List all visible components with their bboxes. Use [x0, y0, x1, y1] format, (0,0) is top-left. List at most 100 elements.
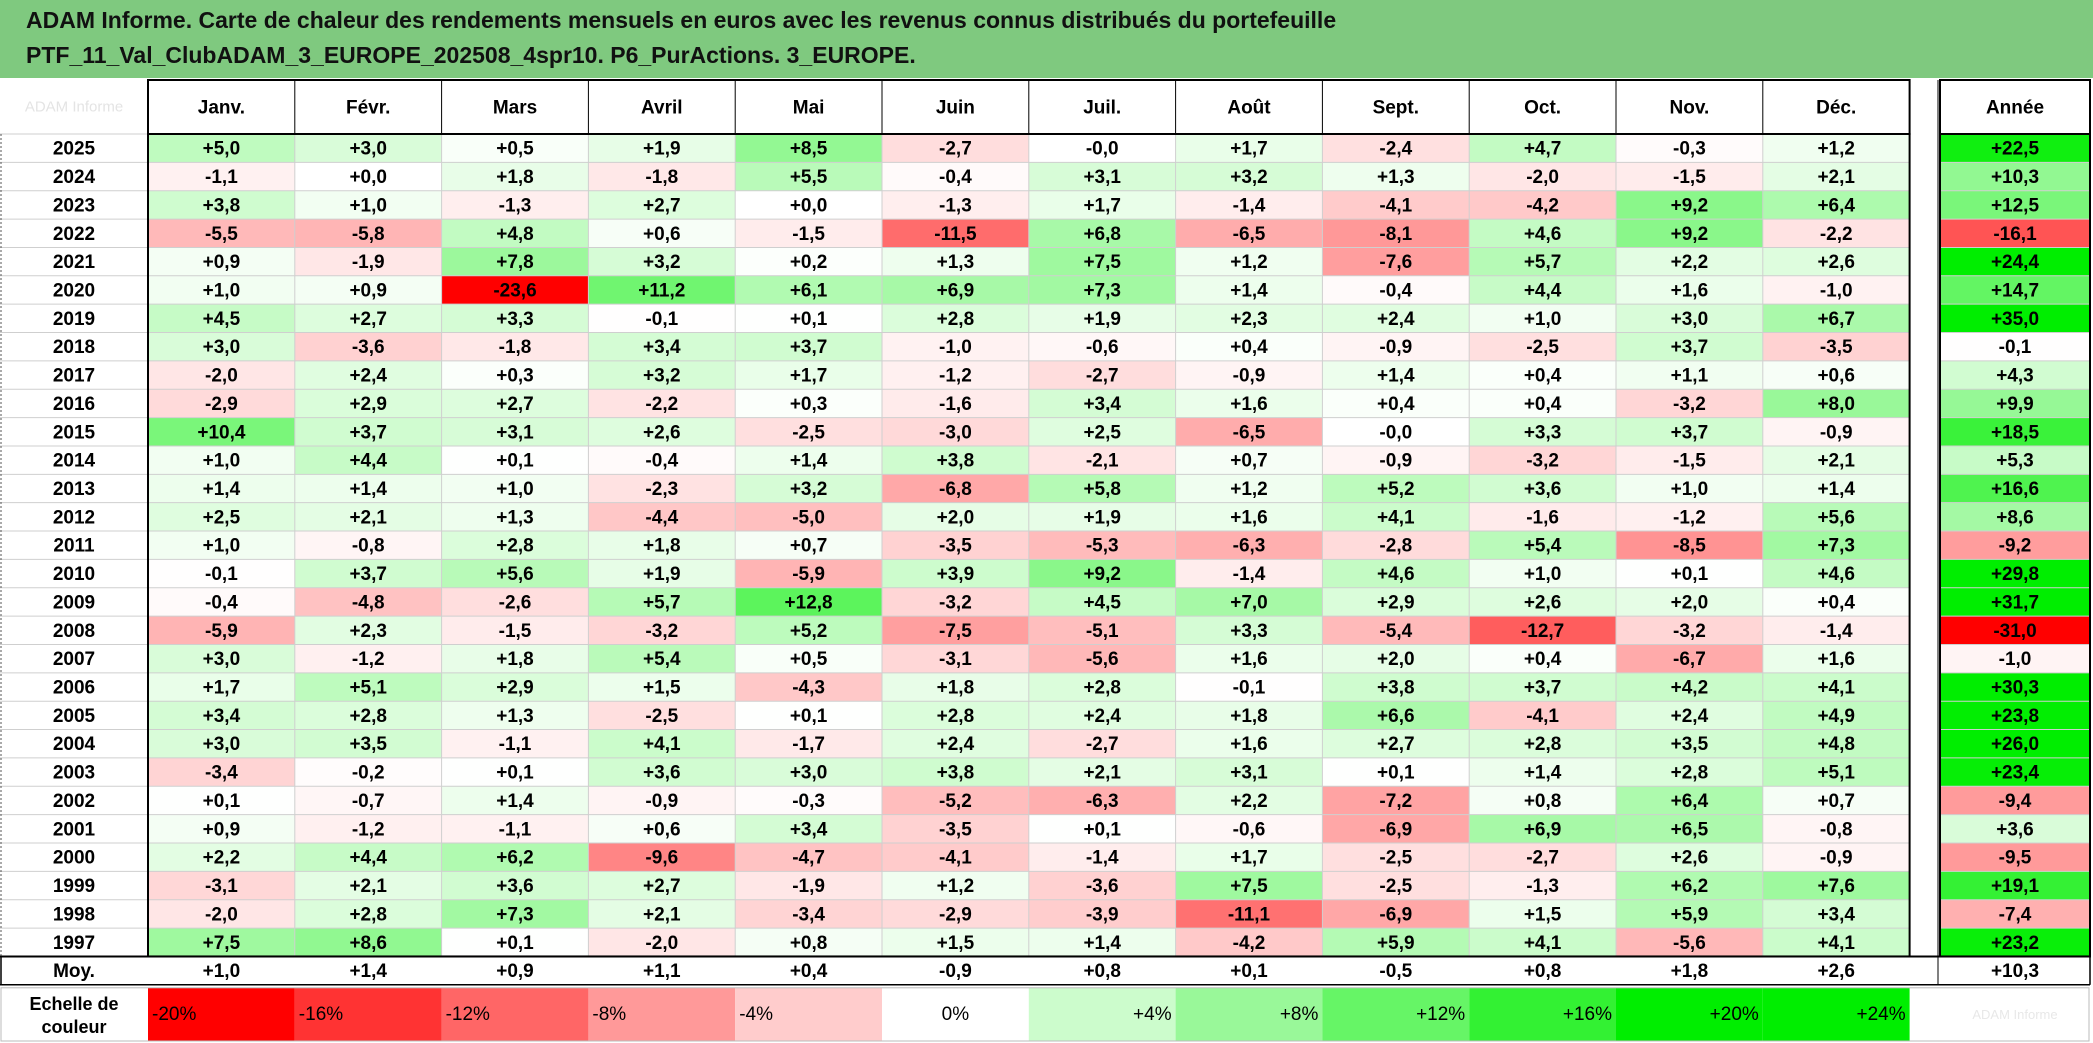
heatmap-cell [1175, 304, 1323, 333]
annual-cell [1940, 162, 2090, 191]
heatmap-cell [1469, 474, 1616, 503]
annual-cell [1940, 531, 2090, 560]
cell-value: +5,0 [203, 139, 241, 160]
cell-value: -6,8 [939, 479, 972, 500]
heatmap-cell [148, 672, 295, 702]
heatmap-cell [1322, 445, 1470, 475]
heatmap-cell [1322, 332, 1470, 361]
heatmap-cell [1322, 814, 1470, 843]
cells-layer [148, 134, 2090, 1041]
cell-value: -4,1 [1526, 706, 1559, 727]
cell-value: -1,3 [499, 195, 532, 216]
annual-cell [1940, 417, 2090, 446]
heatmap-cell [441, 134, 589, 163]
heatmap-cell [1469, 247, 1616, 276]
heatmap-cell [882, 531, 1029, 560]
heatmap-cell [1616, 899, 1763, 929]
cell-value: -2,2 [645, 394, 678, 415]
cell-value: +3,7 [790, 337, 828, 358]
heatmap-cell [1322, 871, 1470, 900]
heatmap-cell [1469, 531, 1616, 560]
cell-value: -1,7 [792, 734, 825, 755]
cell-value: +1,0 [1524, 309, 1562, 330]
heatmap-cell [1762, 190, 1910, 220]
heatmap-cell [1028, 701, 1176, 730]
annual-cell [1940, 672, 2090, 702]
cell-value: +1,8 [496, 167, 534, 188]
heatmap-cell [735, 587, 882, 617]
heatmap-cell [441, 417, 589, 446]
row-year-label: 2021 [53, 252, 96, 273]
heatmap-cell [441, 162, 589, 191]
cell-value: -6,5 [1233, 224, 1266, 245]
cell-value: +1,9 [643, 564, 681, 585]
title-line-2: PTF_11_Val_ClubADAM_3_EUROPE_202508_4spr… [26, 42, 916, 68]
cell-value: +1,8 [1230, 706, 1268, 727]
heatmap-cell [1469, 672, 1616, 702]
cell-value: +0,3 [496, 366, 534, 387]
row-year-label: 2018 [53, 337, 95, 358]
cell-value: -2,0 [205, 904, 238, 925]
cell-value: +0,8 [790, 933, 828, 954]
heatmap-cell [735, 445, 882, 475]
cell-value: -3,4 [205, 763, 238, 784]
cell-value: -0,1 [1233, 678, 1266, 699]
cell-value: +2,2 [1671, 252, 1709, 273]
column-header: Déc. [1816, 98, 1856, 119]
heatmap-cell [148, 559, 295, 588]
cell-value: +1,6 [1230, 649, 1268, 670]
heatmap-cell [1762, 701, 1910, 730]
annual-value: +18,5 [1991, 422, 2040, 443]
cell-value: +1,2 [1817, 139, 1855, 160]
column-header: Sept. [1373, 98, 1419, 119]
heatmap-cell [148, 304, 295, 333]
cell-value: +2,4 [1377, 309, 1415, 330]
scale-stop-label: -12% [446, 1004, 490, 1025]
cell-value: -1,0 [1820, 280, 1853, 301]
cell-value: +2,1 [1083, 763, 1121, 784]
heatmap-cell [882, 899, 1029, 929]
heatmap-cell [735, 332, 882, 361]
cell-value: +4,1 [643, 734, 681, 755]
cell-value: +1,0 [349, 195, 387, 216]
heatmap-cell [148, 871, 295, 900]
annual-value: +35,0 [1991, 309, 2039, 330]
heatmap-cell [148, 389, 295, 418]
heatmap-cell [1322, 928, 1470, 957]
heatmap-cell [588, 587, 736, 617]
cell-value: -0,0 [1086, 139, 1119, 160]
row-year-label: 2014 [53, 451, 96, 472]
heatmap-cell [1762, 162, 1910, 191]
heatmap-cell [882, 757, 1029, 787]
cell-value: +1,0 [203, 451, 241, 472]
cell-value: -0,9 [1820, 848, 1853, 869]
average-value: +1,4 [349, 961, 387, 982]
heatmap-cell [1175, 134, 1323, 163]
annual-cell [1940, 729, 2090, 758]
row-year-label: 1998 [53, 904, 95, 925]
heatmap-cell [294, 445, 442, 475]
heatmap-cell [148, 729, 295, 758]
heatmap-cell [1028, 474, 1176, 503]
cell-value: +1,8 [496, 649, 534, 670]
heatmap-cell [1175, 814, 1323, 843]
cell-value: +2,1 [349, 876, 387, 897]
average-value: +0,4 [790, 961, 828, 982]
cell-value: -4,2 [1526, 195, 1559, 216]
cell-value: +2,0 [1671, 592, 1709, 613]
cell-value: -0,6 [1233, 819, 1266, 840]
heatmap-cell [1175, 502, 1323, 532]
annual-value: -9,2 [1999, 536, 2032, 557]
cell-value: -0,3 [1673, 139, 1706, 160]
heatmap-cell [1762, 332, 1910, 361]
row-year-label: 2012 [53, 507, 95, 528]
row-year-label: 2007 [53, 649, 95, 670]
cell-value: +5,7 [1524, 252, 1562, 273]
cell-value: -0,8 [1820, 819, 1853, 840]
heatmap-cell [441, 559, 589, 588]
heatmap-cell [735, 162, 882, 191]
heatmap-cell [588, 474, 736, 503]
cell-value: +2,8 [937, 706, 975, 727]
heatmap-cell [294, 190, 442, 220]
grid-layer [0, 79, 2091, 1042]
